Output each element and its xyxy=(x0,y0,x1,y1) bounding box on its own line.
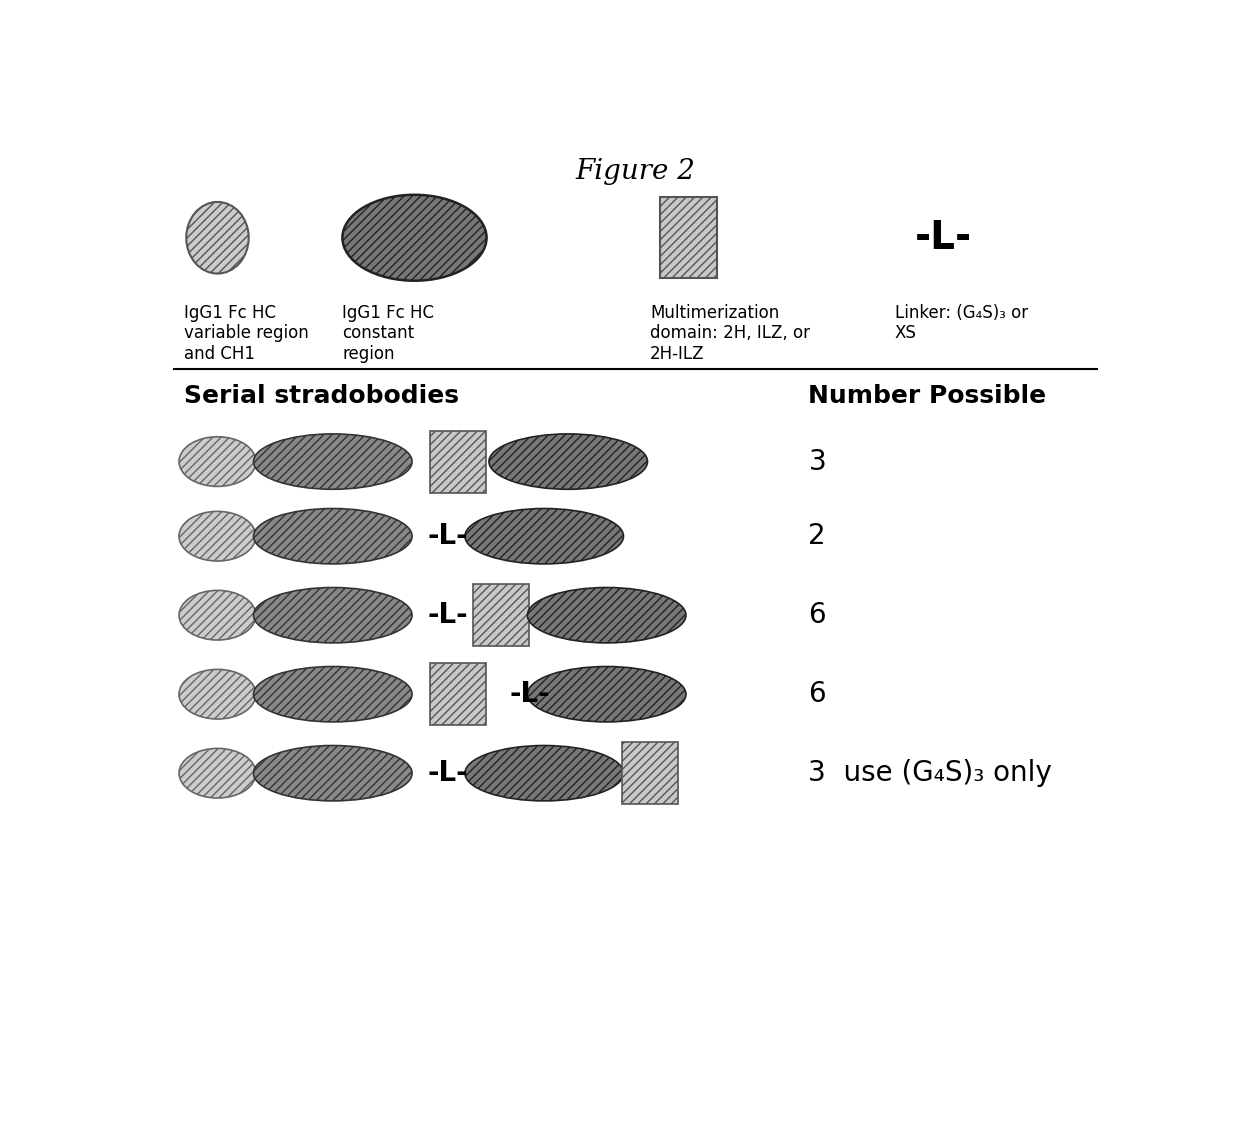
Text: Linker: (G₄S)₃ or
XS: Linker: (G₄S)₃ or XS xyxy=(895,303,1028,342)
Ellipse shape xyxy=(489,434,647,489)
FancyBboxPatch shape xyxy=(660,197,717,278)
Text: Figure 2: Figure 2 xyxy=(575,158,696,186)
Ellipse shape xyxy=(179,591,255,640)
Text: 6: 6 xyxy=(808,601,826,629)
Ellipse shape xyxy=(465,508,624,564)
Ellipse shape xyxy=(465,746,624,801)
FancyBboxPatch shape xyxy=(430,663,486,725)
Text: 6: 6 xyxy=(808,681,826,708)
Text: -L-: -L- xyxy=(914,219,972,256)
Ellipse shape xyxy=(179,669,255,719)
Ellipse shape xyxy=(253,667,412,722)
Ellipse shape xyxy=(179,748,255,798)
Ellipse shape xyxy=(342,195,486,280)
Text: 3  use (G₄S)₃ only: 3 use (G₄S)₃ only xyxy=(808,759,1053,788)
Ellipse shape xyxy=(527,667,686,722)
Text: -L-: -L- xyxy=(510,681,551,708)
FancyBboxPatch shape xyxy=(622,742,678,804)
Text: 2: 2 xyxy=(808,522,826,551)
Ellipse shape xyxy=(253,434,412,489)
Text: -L-: -L- xyxy=(428,759,469,788)
Text: Multimerization
domain: 2H, ILZ, or
2H-ILZ: Multimerization domain: 2H, ILZ, or 2H-I… xyxy=(650,303,810,364)
Ellipse shape xyxy=(179,437,255,487)
Text: Number Possible: Number Possible xyxy=(808,384,1047,408)
Text: Serial stradobodies: Serial stradobodies xyxy=(184,384,459,408)
Ellipse shape xyxy=(179,512,255,561)
Ellipse shape xyxy=(253,746,412,801)
Text: IgG1 Fc HC
variable region
and CH1: IgG1 Fc HC variable region and CH1 xyxy=(184,303,309,364)
Ellipse shape xyxy=(253,587,412,643)
FancyBboxPatch shape xyxy=(430,431,486,492)
FancyBboxPatch shape xyxy=(474,584,528,646)
Text: -L-: -L- xyxy=(428,601,469,629)
Ellipse shape xyxy=(527,587,686,643)
Ellipse shape xyxy=(253,508,412,564)
Text: 3: 3 xyxy=(808,448,826,475)
Text: -L-: -L- xyxy=(428,522,469,551)
Text: IgG1 Fc HC
constant
region: IgG1 Fc HC constant region xyxy=(342,303,434,364)
Ellipse shape xyxy=(186,202,249,274)
